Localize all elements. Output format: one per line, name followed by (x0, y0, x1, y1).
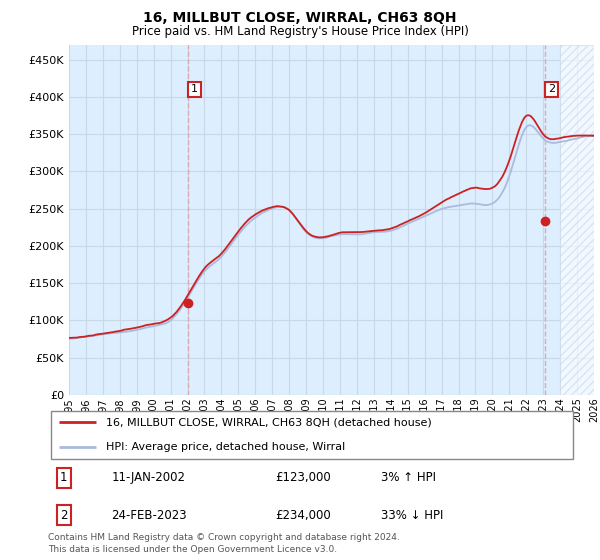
Text: £123,000: £123,000 (275, 471, 331, 484)
Bar (560, 45, 594, 395)
Text: 3% ↑ HPI: 3% ↑ HPI (380, 471, 436, 484)
Text: 2: 2 (60, 508, 68, 521)
Text: 24-FEB-2023: 24-FEB-2023 (112, 508, 187, 521)
Text: Price paid vs. HM Land Registry's House Price Index (HPI): Price paid vs. HM Land Registry's House … (131, 25, 469, 38)
Text: 11-JAN-2002: 11-JAN-2002 (112, 471, 185, 484)
Text: 33% ↓ HPI: 33% ↓ HPI (380, 508, 443, 521)
Text: 1: 1 (191, 85, 198, 95)
Text: HPI: Average price, detached house, Wirral: HPI: Average price, detached house, Wirr… (106, 442, 346, 452)
Text: 1: 1 (60, 471, 68, 484)
Text: 2: 2 (548, 85, 555, 95)
Text: 16, MILLBUT CLOSE, WIRRAL, CH63 8QH (detached house): 16, MILLBUT CLOSE, WIRRAL, CH63 8QH (det… (106, 417, 432, 427)
Text: Contains HM Land Registry data © Crown copyright and database right 2024.
This d: Contains HM Land Registry data © Crown c… (48, 533, 400, 554)
Text: 16, MILLBUT CLOSE, WIRRAL, CH63 8QH: 16, MILLBUT CLOSE, WIRRAL, CH63 8QH (143, 11, 457, 25)
Text: £234,000: £234,000 (275, 508, 331, 521)
FancyBboxPatch shape (50, 412, 574, 459)
